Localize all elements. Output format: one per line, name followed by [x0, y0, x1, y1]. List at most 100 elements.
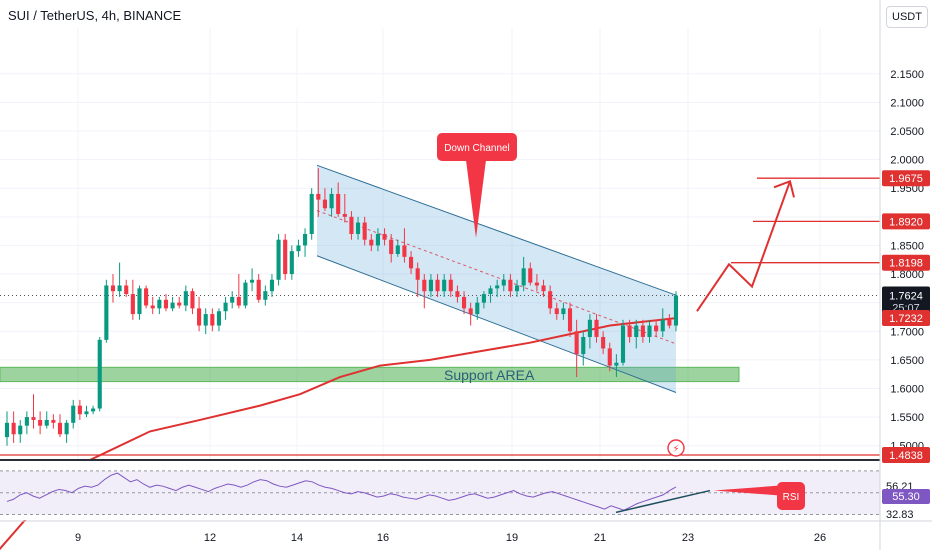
candle-body [91, 408, 96, 412]
candle-body [289, 251, 294, 275]
candle-body [534, 282, 539, 286]
candle-body [24, 417, 29, 426]
currency-button[interactable]: USDT [886, 6, 928, 28]
candle-body [163, 299, 169, 309]
candle-body [620, 325, 626, 363]
x-tick-label: 9 [75, 532, 81, 544]
candle-body [667, 319, 672, 326]
rsi-callout-pointer [714, 485, 780, 496]
candle-body [130, 294, 135, 315]
candle-body [157, 299, 162, 309]
x-tick-label: 23 [682, 532, 694, 544]
level-price-label-box [882, 254, 930, 271]
candle-body [415, 268, 420, 280]
level-price-label: 1.9675 [889, 173, 923, 185]
level-price-label: 1.8920 [889, 216, 923, 228]
channel-mid [316, 210, 677, 345]
current-price-label: 1.7624 [889, 291, 923, 303]
candle-body [673, 295, 679, 326]
candle-body [283, 239, 288, 275]
candle-body [137, 288, 142, 315]
candle-body [395, 245, 400, 255]
candle-body [84, 411, 89, 415]
candle-body [71, 405, 76, 423]
candle-body [223, 302, 228, 312]
level-price-label-box [882, 213, 930, 230]
y-tick-label: 1.8000 [890, 269, 924, 281]
candle-body [322, 199, 327, 209]
candle-body [461, 296, 467, 309]
candle-body [110, 285, 116, 292]
candle-body [18, 425, 23, 435]
candle-body [455, 291, 460, 297]
candle-body [594, 319, 599, 337]
candle-body [44, 419, 49, 426]
level-price-label-box [882, 446, 930, 463]
candle-body [177, 302, 182, 306]
y-tick-label: 2.0500 [890, 126, 924, 138]
rsi-line [6, 472, 677, 511]
y-tick-label: 2.1000 [890, 97, 924, 109]
candle-body [382, 233, 387, 240]
candle-body [316, 193, 321, 200]
candle-body [124, 285, 129, 295]
candle-body [508, 279, 513, 292]
candle-body [303, 233, 308, 246]
candle-body [475, 302, 480, 315]
candle-body [442, 279, 447, 292]
candle-body [183, 291, 188, 306]
y-tick-label: 1.6000 [890, 383, 924, 395]
candle-body [607, 348, 612, 366]
candle-body [170, 302, 175, 309]
candle-body [276, 239, 281, 280]
candle-body [144, 288, 149, 306]
candle-body [296, 245, 301, 252]
candle-body [389, 239, 394, 255]
candle-body [402, 245, 407, 257]
candle-body [369, 239, 374, 246]
candle-body [448, 279, 453, 292]
x-tick-label: 14 [291, 532, 303, 544]
candle-body [495, 285, 500, 289]
candle-body [581, 336, 586, 355]
candle-body [574, 331, 579, 355]
x-tick-label: 19 [506, 532, 518, 544]
candle-body [309, 193, 314, 234]
candle-body [97, 339, 102, 409]
candle-body [210, 314, 215, 326]
channel-fill [317, 165, 676, 393]
ma-price-label: 1.7232 [889, 313, 923, 325]
candle-body [256, 279, 261, 300]
candle-body [634, 325, 639, 337]
candle-body [375, 233, 380, 246]
candle-body [197, 308, 202, 326]
candle-body [601, 336, 606, 349]
candle-body [64, 422, 69, 435]
callout-box [437, 133, 517, 161]
candle-body [203, 314, 208, 326]
rsi-axis-value: 32.83 [886, 509, 914, 521]
y-tick-label: 1.9500 [890, 183, 924, 195]
candle-body [587, 319, 592, 337]
candle-body [356, 222, 361, 234]
candle-body [329, 193, 334, 209]
rsi-callout-label: RSI [783, 492, 800, 503]
support-label: Support AREA [444, 367, 535, 383]
candle-body [660, 319, 665, 332]
support-zone [0, 366, 740, 383]
candle-body [243, 282, 248, 306]
y-tick-label: 1.7000 [890, 326, 924, 338]
candle-body [435, 279, 440, 292]
channel-upper [316, 164, 677, 296]
current-price-box [882, 286, 930, 315]
candle-body [236, 296, 241, 306]
candle-body [408, 256, 414, 269]
candle-body [514, 285, 520, 292]
candle-body [627, 325, 632, 337]
candle-body [647, 325, 652, 337]
candle-body [614, 362, 619, 366]
candle-body [150, 305, 155, 309]
